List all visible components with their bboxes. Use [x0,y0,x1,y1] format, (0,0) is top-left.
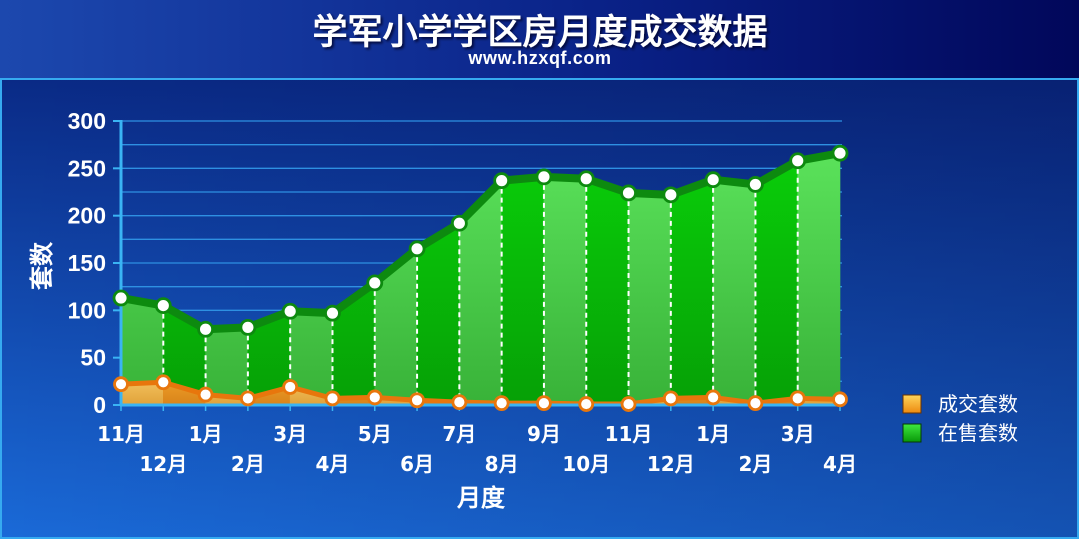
in-stock-area-segment [501,176,545,406]
header-band [0,0,1079,79]
sold-marker [493,395,510,412]
sold-marker [409,392,425,409]
sold-marker [197,386,214,403]
x-tick-label: 7月 [442,422,476,446]
x-tick-label: 9月 [527,422,561,446]
legend-swatch-in-stock [902,423,922,443]
legend: 成交套数 在售套数 [902,392,1018,445]
x-tick-label: 2月 [231,452,265,476]
x-tick-label: 4月 [316,452,350,476]
x-tick-label: 5月 [358,422,392,446]
in-stock-marker [535,168,553,186]
data-markers [112,144,849,412]
sold-marker [155,374,172,391]
in-stock-marker [408,240,426,258]
in-stock-marker [577,170,595,188]
legend-swatch-sold [902,394,922,414]
sold-marker [789,390,806,407]
sold-marker [536,395,552,412]
y-tick-label: 0 [93,392,106,418]
sold-marker [832,391,848,408]
in-stock-marker [831,144,849,162]
sold-marker [113,376,129,393]
sold-marker [705,389,722,406]
in-stock-marker [450,214,468,232]
x-tick-label: 11月 [97,422,145,446]
in-stock-area-segment [712,179,756,406]
in-stock-marker [239,318,257,336]
in-stock-area-segment [585,178,629,406]
x-axis-title: 月度 [456,484,506,512]
in-stock-area-segment [797,152,841,406]
x-tick-label: 6月 [400,452,434,476]
in-stock-marker [154,297,172,315]
in-stock-marker [366,274,384,292]
legend-label-in-stock: 在售套数 [938,421,1018,445]
in-stock-marker [493,172,511,190]
in-stock-marker [704,171,722,189]
tick-labels: 05010015020025030011月12月1月2月3月4月5月6月7月8月… [68,108,857,476]
in-stock-marker [197,320,214,338]
y-tick-label: 100 [68,297,106,323]
chart-panel-border [0,78,1079,539]
in-stock-marker [281,302,299,320]
in-stock-marker [112,289,130,307]
x-tick-label: 2月 [738,452,772,476]
sold-marker [324,390,341,407]
sold-marker [451,394,468,411]
in-stock-marker [662,186,680,204]
sold-marker [747,395,764,412]
area-fills [120,152,841,406]
x-tick-label: 8月 [485,452,519,476]
x-tick-label: 4月 [823,452,857,476]
y-tick-label: 300 [68,108,106,134]
x-tick-label: 3月 [781,422,815,446]
y-tick-label: 50 [80,345,106,371]
x-tick-label: 10月 [562,452,610,476]
in-stock-marker [747,176,764,193]
x-tick-label: 3月 [273,422,307,446]
sold-marker [578,396,595,412]
in-stock-area-segment [628,192,672,406]
in-stock-area-segment [670,179,714,406]
y-tick-label: 250 [68,155,106,181]
in-stock-marker [324,304,341,322]
sold-marker [239,390,256,407]
sold-marker [366,389,383,406]
chart-subtitle: www.hzxqf.com [467,48,611,68]
x-tick-label: 1月 [696,422,730,446]
x-tick-label: 12月 [139,452,187,476]
y-tick-label: 150 [68,250,106,276]
sold-marker [282,379,299,395]
in-stock-area-segment [543,176,587,406]
x-tick-label: 12月 [647,452,695,476]
in-stock-marker [620,184,637,202]
sold-marker [662,390,679,407]
sold-marker [620,396,637,412]
x-tick-label: 1月 [189,422,223,446]
x-tick-label: 11月 [605,422,653,446]
chart-title: 学军小学学区房月度成交数据 [312,12,767,53]
y-tick-label: 200 [68,203,106,229]
in-stock-marker [789,152,807,170]
y-axis-title: 套数 [28,241,56,290]
legend-label-sold: 成交套数 [938,392,1018,416]
in-stock-area-segment [755,160,799,406]
